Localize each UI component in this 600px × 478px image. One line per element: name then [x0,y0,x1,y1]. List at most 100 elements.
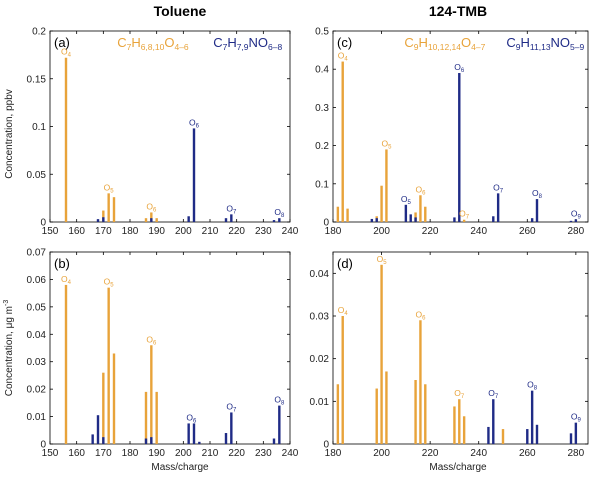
peak-label-base: O [338,305,345,315]
xlabel-left: Mass/charge [151,462,209,473]
peak-label-base: O [493,182,500,192]
bar [424,206,427,222]
y-tick-label: 0.05 [27,302,47,313]
xlabel-right: Mass/charge [429,462,487,473]
axes-frame [332,251,589,445]
bar [535,199,539,222]
peak-label-sub: 6 [422,190,426,196]
panel-letter: (d) [337,256,353,271]
bar [424,384,427,444]
bar [192,128,196,222]
peak-label-sub: 4 [344,57,348,63]
bar [107,287,110,444]
peak-label-sub: 9 [577,214,581,220]
bar [150,437,153,444]
bar [112,353,116,444]
bar [150,218,153,222]
panel-d: 180 200 220 240 260 28000.010.020.030.04O4O5O… [310,251,589,459]
peak-label-sub: 5 [383,260,387,266]
x-tick-label: 230 [255,226,272,237]
x-tick-label: 190 [148,448,165,459]
bar [278,405,281,444]
peak-label-sub: 6 [193,418,197,424]
bar [574,422,578,444]
peak-label: O4 [61,47,72,59]
bar [144,391,148,444]
bar [155,391,158,444]
x-tick-label: 240 [470,448,487,459]
peak-label-sub: 6 [422,315,426,321]
peak-label: O6 [146,334,157,346]
ylabel-bottom: Concentration, μg m-3 [3,300,15,397]
bar [341,316,344,444]
x-tick-label: 170 [95,226,112,237]
bar [380,185,383,222]
peak-label: O5 [377,254,388,266]
y-tick-label: 0.04 [27,330,47,341]
y-tick-label: 0.5 [315,27,329,38]
peak-label-base: O [61,47,68,57]
bar [414,380,417,444]
peak-label-sub: 9 [577,418,581,424]
x-tick-label: 160 [68,226,85,237]
bar [419,195,422,222]
ylabel-top: Concentration, ppbv [4,89,15,179]
y-tick-label: 0.05 [27,170,47,181]
bar [462,219,466,222]
y-tick-label: 0.1 [32,122,46,133]
peak-label: O6 [454,62,465,74]
bar [462,416,466,444]
peak-label: O8 [532,188,543,200]
peak-label: O4 [338,51,349,63]
panel-letter: (c) [337,35,352,50]
peak-label-base: O [274,395,281,405]
y-tick-label: 0.02 [310,354,330,365]
bar [375,388,378,444]
bar [224,218,228,222]
bar [453,406,456,444]
legend-formula: C9H10,12,14O4–7 [404,35,485,52]
bar [419,320,422,444]
bar [230,214,233,222]
bar [414,217,417,222]
y-tick-label: 0.03 [27,357,47,368]
y-tick-label: 0.04 [310,269,330,280]
bar [272,220,276,222]
panel-c: 180 200 220 240 260 28000.10.20.30.40.5O4O5O6… [315,27,589,237]
bar [102,210,105,222]
peak-label: O4 [338,305,349,317]
bar [458,399,461,444]
peak-label-base: O [571,208,578,218]
peak-label-base: O [454,388,461,398]
legend-formula: C7H6,8,10O4–6 [117,35,189,52]
bar [569,220,573,222]
bar [64,284,68,444]
peak-label-base: O [61,274,68,284]
peak-label-sub: 8 [539,194,543,200]
panel-letter: (b) [54,256,70,271]
x-tick-label: 210 [202,448,219,459]
panels: 150 160 170 180 190 200 210 220 230 240 0 0.05 0.1 0.… [27,27,589,459]
peak-label-sub: 8 [534,386,538,392]
y-tick-label: 0 [40,218,46,229]
peak-label: O8 [274,395,285,407]
bar [272,438,276,444]
peak-label: O6 [186,412,197,424]
x-tick-label: 280 [568,448,585,459]
peak-label-base: O [226,401,233,411]
peak-label-sub: 7 [233,209,237,215]
y-tick-label: 0 [323,218,329,229]
x-tick-label: 200 [373,226,390,237]
peak-label-sub: 6 [153,207,157,213]
peak-label: O7 [488,388,499,400]
bar [385,149,388,222]
bar [569,433,573,444]
peak-label: O7 [459,209,470,221]
x-tick-label: 210 [202,226,219,237]
y-tick-label: 0.01 [27,412,47,423]
x-tick-label: 240 [282,226,299,237]
bar [496,193,500,222]
bar [530,218,534,222]
x-tick-label: 260 [519,226,536,237]
peak-label-base: O [401,194,408,204]
